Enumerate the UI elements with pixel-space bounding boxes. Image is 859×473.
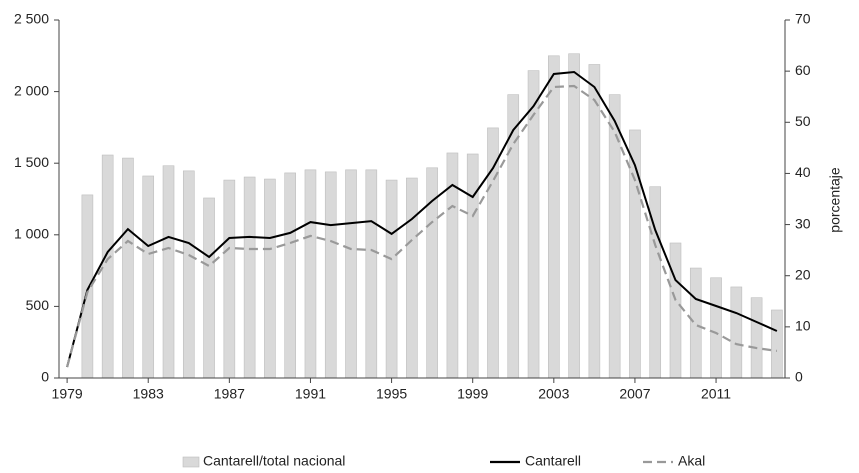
bar — [162, 165, 175, 379]
bar — [324, 171, 337, 379]
y2-tick-label: 20 — [795, 266, 811, 282]
y2-tick-label: 10 — [795, 318, 811, 334]
bar — [466, 153, 479, 379]
y2-tick-label: 0 — [795, 369, 803, 385]
legend-label: Cantarell/total nacional — [203, 453, 345, 469]
bar — [365, 169, 378, 379]
bar — [142, 175, 155, 379]
bar — [182, 170, 195, 379]
bar — [345, 169, 357, 379]
y-tick-label: 500 — [26, 297, 50, 313]
bar — [730, 286, 743, 379]
line — [66, 84, 778, 368]
bar — [284, 172, 296, 379]
x-tick-label: 2003 — [538, 386, 569, 402]
bar — [304, 169, 317, 379]
y2-tick-label: 60 — [795, 62, 811, 78]
bar — [487, 127, 499, 379]
bar — [264, 178, 276, 379]
bar — [406, 177, 418, 379]
x-tick-label: 1983 — [133, 386, 164, 402]
y2-tick-label: 30 — [795, 215, 811, 231]
bar — [750, 297, 763, 379]
y-tick-label: 2 500 — [14, 11, 49, 27]
legend-label: Akal — [678, 453, 705, 469]
x-tick-label: 1991 — [295, 386, 326, 402]
x-tick-label: 1987 — [214, 386, 245, 402]
bar — [243, 176, 256, 379]
y2-tick-label: 40 — [795, 164, 811, 180]
legend-label: Cantarell — [525, 453, 581, 469]
bar — [101, 154, 114, 379]
bar — [568, 53, 580, 379]
y2-tick-label: 70 — [795, 11, 811, 27]
y-tick-label: 2 000 — [14, 82, 49, 98]
y2-axis-label: porcentaje — [827, 167, 843, 233]
bar — [426, 167, 438, 379]
line — [66, 70, 778, 368]
y-tick-label: 1 500 — [14, 154, 49, 170]
bar — [608, 94, 621, 379]
bar — [223, 179, 236, 379]
y-tick-label: 0 — [41, 369, 49, 385]
bar — [588, 64, 601, 379]
bar — [669, 242, 682, 379]
bar — [689, 267, 702, 379]
x-tick-label: 1995 — [376, 386, 407, 402]
bar — [548, 55, 560, 379]
x-tick-label: 1979 — [52, 386, 83, 402]
bar — [710, 277, 722, 379]
bar — [122, 157, 134, 379]
bar — [385, 179, 398, 379]
legend-swatch — [182, 456, 200, 468]
y2-tick-label: 50 — [795, 113, 811, 129]
bar — [771, 309, 783, 379]
bar — [203, 197, 215, 379]
x-tick-label: 1999 — [457, 386, 488, 402]
x-tick-label: 2007 — [619, 386, 650, 402]
x-tick-label: 2011 — [701, 386, 731, 402]
y-tick-label: 1 000 — [14, 226, 49, 242]
